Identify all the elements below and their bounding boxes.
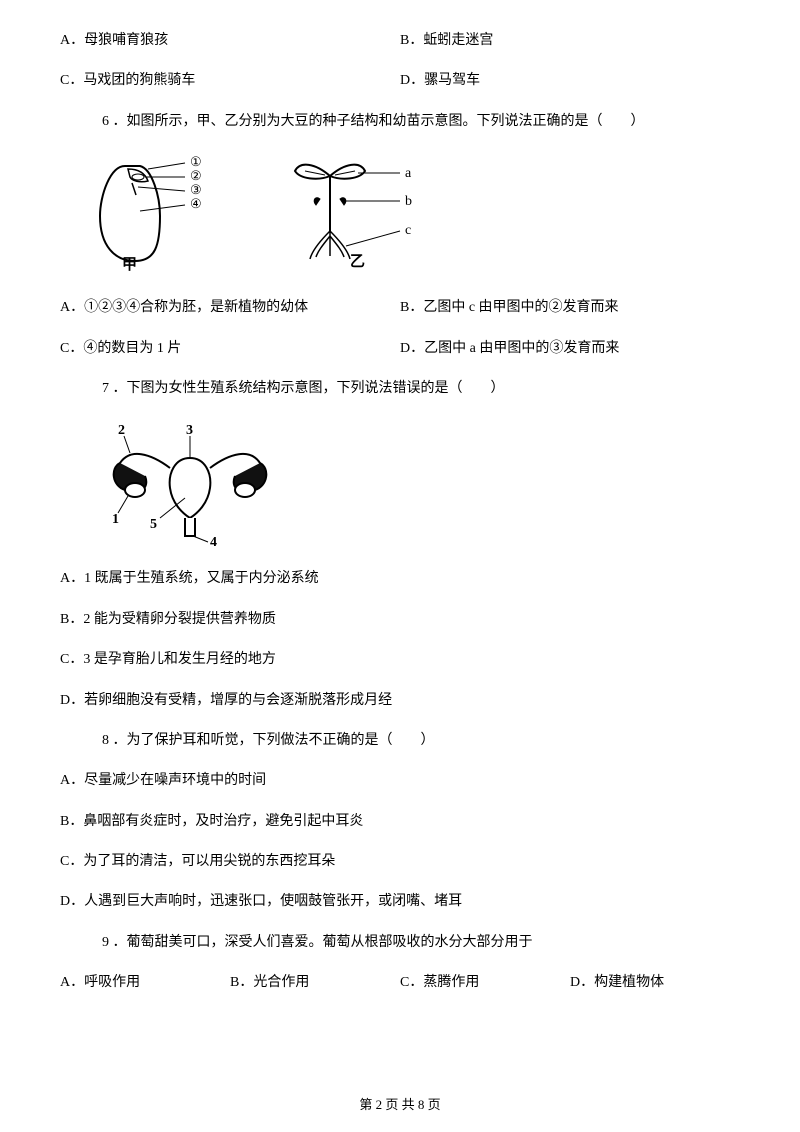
q5-option-d: D．骡马驾车 <box>400 70 740 92</box>
q9-option-c: C．蒸腾作用 <box>400 972 570 994</box>
seedling-label-c: c <box>405 223 411 238</box>
q6-stem: 6 ．如图所示，甲、乙分别为大豆的种子结构和幼苗示意图。下列说法正确的是（ ） <box>60 111 740 133</box>
seed-label-2: ② <box>190 168 202 183</box>
q9-option-d: D．构建植物体 <box>570 972 740 994</box>
q9-option-a: A．呼吸作用 <box>60 972 230 994</box>
q6-figure-seed: ① ② ③ ④ 甲 <box>90 151 230 271</box>
q6-option-d: D．乙图中 a 由甲图中的③发育而来 <box>400 338 740 360</box>
repro-label-5: 5 <box>150 517 157 532</box>
q6-option-b: B．乙图中 c 由甲图中的②发育而来 <box>400 297 740 319</box>
q8-option-b: B．鼻咽部有炎症时，及时治疗，避免引起中耳炎 <box>60 811 740 833</box>
seedling-caption: 乙 <box>350 254 365 270</box>
q5-option-a: A．母狼哺育狼孩 <box>60 30 400 52</box>
q5-options-row2: C．马戏团的狗熊骑车 D．骡马驾车 <box>60 70 740 92</box>
seedling-label-b: b <box>405 194 412 209</box>
q7-stem: 7 ．下图为女性生殖系统结构示意图，下列说法错误的是（ ） <box>60 378 740 400</box>
q9-stem: 9 ．葡萄甜美可口，深受人们喜爱。葡萄从根部吸收的水分大部分用于 <box>60 932 740 954</box>
q9-option-b: B．光合作用 <box>230 972 400 994</box>
q6-option-c: C．④的数目为 1 片 <box>60 338 400 360</box>
q8-stem: 8 ．为了保护耳和听觉，下列做法不正确的是（ ） <box>60 730 740 752</box>
seed-label-3: ③ <box>190 182 202 197</box>
q7-option-a: A．1 既属于生殖系统，又属于内分泌系统 <box>60 568 740 590</box>
q8-option-d: D．人遇到巨大声响时，迅速张口，使咽鼓管张开，或闭嘴、堵耳 <box>60 891 740 913</box>
q7-figure: 1 2 3 4 5 <box>90 418 740 548</box>
q7-option-d: D．若卵细胞没有受精，增厚的与会逐渐脱落形成月经 <box>60 690 740 712</box>
reproductive-diagram-icon: 1 2 3 4 5 <box>90 418 290 548</box>
seedling-diagram-icon: a b c 乙 <box>270 151 430 271</box>
q6-options-row1: A．①②③④合称为胚，是新植物的幼体 B．乙图中 c 由甲图中的②发育而来 <box>60 297 740 319</box>
seedling-label-a: a <box>405 166 412 181</box>
q8-option-c: C．为了耳的清洁，可以用尖锐的东西挖耳朵 <box>60 851 740 873</box>
seed-diagram-icon: ① ② ③ ④ 甲 <box>90 151 230 271</box>
page-footer: 第 2 页 共 8 页 <box>0 1095 800 1116</box>
seed-label-4: ④ <box>190 196 202 211</box>
q8-option-a: A．尽量减少在噪声环境中的时间 <box>60 770 740 792</box>
q6-figures: ① ② ③ ④ 甲 a b c 乙 <box>90 151 740 271</box>
q5-option-b: B．蚯蚓走迷宫 <box>400 30 740 52</box>
repro-label-4: 4 <box>210 535 217 548</box>
repro-label-1: 1 <box>112 512 119 527</box>
q6-figure-seedling: a b c 乙 <box>270 151 430 271</box>
q5-option-c: C．马戏团的狗熊骑车 <box>60 70 400 92</box>
q7-option-c: C．3 是孕育胎儿和发生月经的地方 <box>60 649 740 671</box>
q9-options: A．呼吸作用 B．光合作用 C．蒸腾作用 D．构建植物体 <box>60 972 740 994</box>
q5-options-row1: A．母狼哺育狼孩 B．蚯蚓走迷宫 <box>60 30 740 52</box>
seed-label-1: ① <box>190 154 202 169</box>
repro-label-3: 3 <box>186 423 193 438</box>
q6-options-row2: C．④的数目为 1 片 D．乙图中 a 由甲图中的③发育而来 <box>60 338 740 360</box>
q6-option-a: A．①②③④合称为胚，是新植物的幼体 <box>60 297 400 319</box>
repro-label-2: 2 <box>118 423 125 438</box>
seed-caption: 甲 <box>122 256 137 271</box>
q7-option-b: B．2 能为受精卵分裂提供营养物质 <box>60 609 740 631</box>
